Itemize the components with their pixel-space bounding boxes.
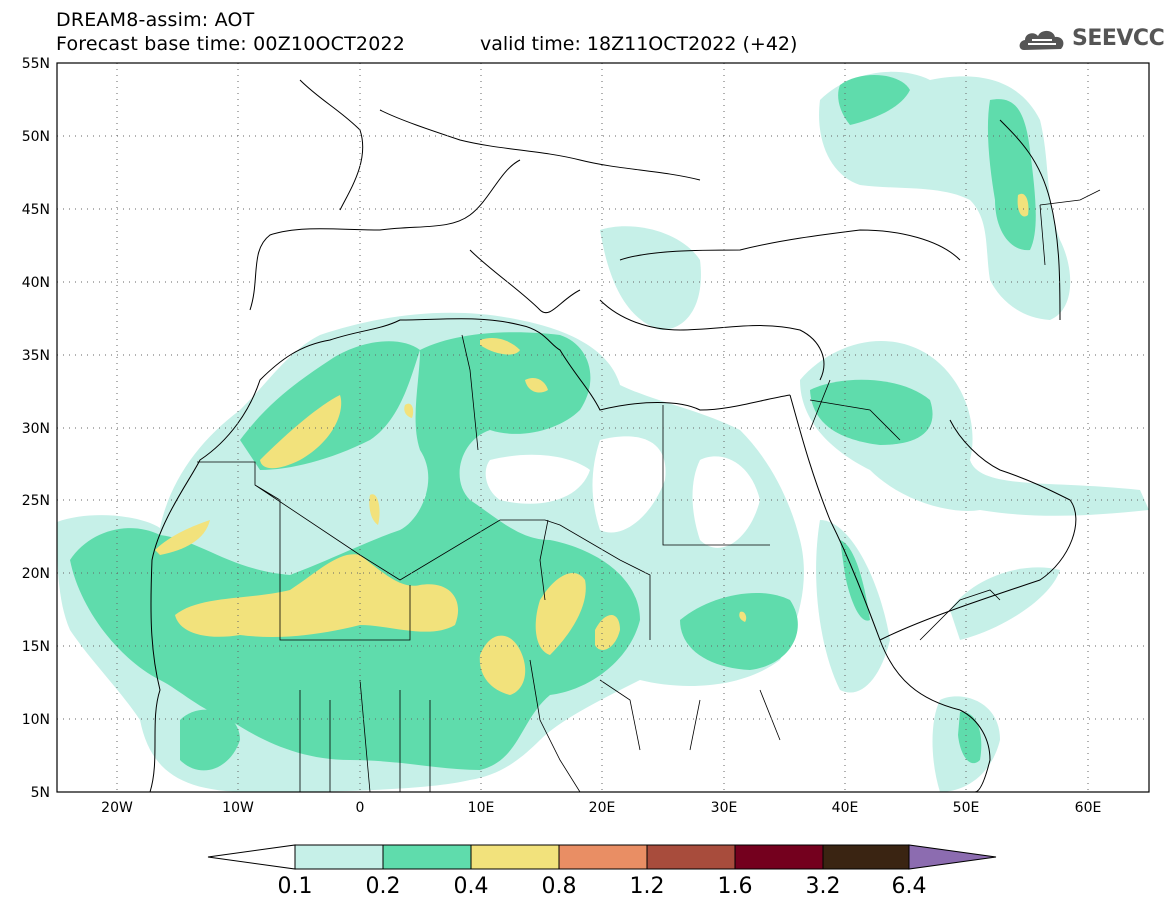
- lon-label: 0: [356, 800, 365, 816]
- forecast-base-time: Forecast base time: 00Z10OCT2022: [56, 33, 406, 55]
- seevccc-logo: SEEVCCC: [1016, 24, 1165, 56]
- colorbar-label: 0.8: [542, 874, 577, 899]
- lat-label: 45N: [22, 202, 50, 218]
- lon-label: 30E: [711, 800, 738, 816]
- colorbar-segment: [382, 844, 472, 870]
- map-title: DREAM8-assim: AOT: [56, 9, 255, 31]
- lat-label: 10N: [22, 712, 50, 728]
- map-frame: [56, 62, 1150, 793]
- colorbar-label: 0.1: [278, 874, 313, 899]
- coastlines: [149, 79, 1077, 792]
- colorbar: 0.1 0.2 0.4 0.8 1.2 1.6 3.2 6.4: [207, 844, 997, 899]
- lat-label: 15N: [22, 639, 50, 655]
- lon-label: 20E: [589, 800, 616, 816]
- lat-label: 40N: [22, 275, 50, 291]
- lat-label: 35N: [22, 348, 50, 364]
- colorbar-segment: [646, 844, 736, 870]
- logo-text: SEEVCCC: [1072, 26, 1165, 51]
- lon-label: 60E: [1075, 800, 1102, 816]
- lon-label: 20W: [101, 800, 133, 816]
- lat-label: 25N: [22, 493, 50, 509]
- colorbar-segment: [822, 844, 910, 870]
- aot-field: [57, 71, 1149, 792]
- lat-label: 20N: [22, 566, 50, 582]
- lat-label: 30N: [22, 421, 50, 437]
- colorbar-label: 6.4: [892, 874, 927, 899]
- colorbar-label: 1.2: [630, 874, 665, 899]
- lat-label: 5N: [31, 785, 50, 801]
- lat-label: 55N: [22, 56, 50, 72]
- colorbar-left-arrow: [207, 844, 296, 870]
- lon-label: 40E: [832, 800, 859, 816]
- lat-label: 50N: [22, 129, 50, 145]
- colorbar-segment: [470, 844, 560, 870]
- map-grid: [57, 63, 1149, 792]
- lon-label: 50E: [953, 800, 980, 816]
- lat-axis: 55N 50N 45N 40N 35N 30N 25N 20N 15N 10N …: [22, 56, 50, 801]
- colorbar-segment: [558, 844, 648, 870]
- colorbar-right-arrow: [908, 844, 997, 870]
- colorbar-label: 0.2: [366, 874, 401, 899]
- aot-level-0-4: [155, 193, 1029, 695]
- colorbar-segment: [734, 844, 824, 870]
- lon-axis: 20W 10W 0 10E 20E 30E 40E 50E 60E: [101, 800, 1101, 816]
- cloud-logo-icon: [1019, 30, 1064, 50]
- lon-label: 10E: [468, 800, 495, 816]
- colorbar-label: 1.6: [718, 874, 753, 899]
- colorbar-label: 3.2: [806, 874, 841, 899]
- borders: [197, 189, 1101, 792]
- lon-label: 10W: [222, 800, 254, 816]
- colorbar-segment: [294, 844, 384, 870]
- valid-time: valid time: 18Z11OCT2022 (+42): [480, 33, 798, 55]
- colorbar-label: 0.4: [454, 874, 489, 899]
